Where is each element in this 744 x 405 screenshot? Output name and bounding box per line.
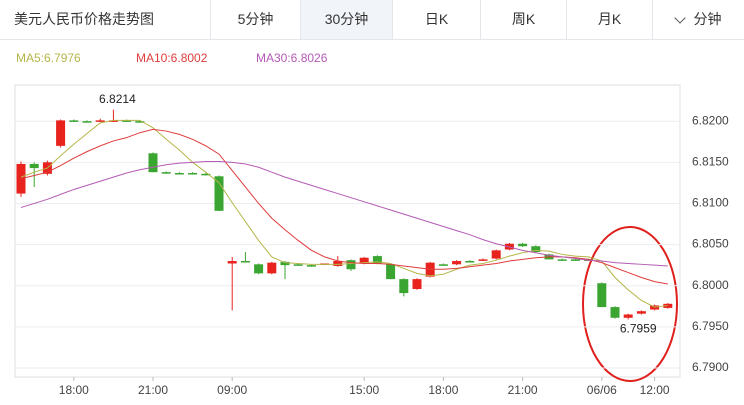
x-tick-label: 18:00 xyxy=(428,383,458,397)
candle-body xyxy=(518,243,528,247)
candle-body xyxy=(372,256,382,264)
candle-body xyxy=(240,261,250,263)
y-tick-label: 6.8050 xyxy=(692,237,729,251)
candle-body xyxy=(95,120,105,122)
candle-body xyxy=(201,173,211,176)
candle-body xyxy=(557,259,567,261)
y-tick-label: 6.7950 xyxy=(692,319,729,333)
candle-body xyxy=(597,283,607,308)
candle-body xyxy=(293,264,303,266)
candle-body xyxy=(636,311,646,314)
candle-body xyxy=(438,264,448,266)
candle-body xyxy=(359,257,369,264)
tab[interactable]: 周K xyxy=(480,0,566,39)
tab[interactable]: 分钟 xyxy=(652,0,744,39)
candle-body xyxy=(56,120,66,146)
candle-body xyxy=(399,279,409,294)
candle-body xyxy=(148,153,158,173)
candle-body xyxy=(69,120,79,122)
x-tick-label: 15:00 xyxy=(349,383,379,397)
candle-body xyxy=(346,260,356,270)
candle-body xyxy=(174,173,184,175)
title: 美元人民币价格走势图 xyxy=(14,11,154,27)
candle-body xyxy=(531,246,541,252)
candle-body xyxy=(29,163,39,169)
ma-line xyxy=(20,160,668,267)
candle-body xyxy=(188,173,198,175)
candle-body xyxy=(478,259,488,261)
y-tick-label: 6.8000 xyxy=(692,278,729,292)
candle-body xyxy=(491,250,501,259)
candle-body xyxy=(135,121,145,123)
y-tick-label: 6.8100 xyxy=(692,196,729,210)
chart: 6.7900 6.7950 6.8000 6.8050 6.8100 6.8150 6.82… xyxy=(14,51,729,397)
legend-label: MA5:6.7976 xyxy=(16,51,81,65)
candle-body xyxy=(227,261,237,264)
candle-body xyxy=(412,279,422,289)
high-annotation: 6.8214 xyxy=(99,92,136,106)
low-annotation: 6.7959 xyxy=(620,322,657,336)
candle-body xyxy=(452,261,462,265)
candle-body xyxy=(610,307,620,318)
x-tick-label: 09:00 xyxy=(217,383,247,397)
ma-line xyxy=(20,128,668,285)
x-tick-label: 18:00 xyxy=(59,383,89,397)
tab[interactable]: 30分钟 xyxy=(300,0,392,39)
plot-frame xyxy=(14,84,681,378)
tab-bar: 美元人民币价格走势图 5分钟 30分钟 日K 周K 月K 分钟 xyxy=(0,0,744,40)
candle-body xyxy=(465,261,475,263)
x-tick-label: 12:00 xyxy=(640,383,670,397)
ma-line xyxy=(20,119,668,308)
candle-body xyxy=(267,262,277,274)
candle-body xyxy=(122,120,132,122)
candle-body xyxy=(386,264,396,280)
y-tick-label: 6.7900 xyxy=(692,360,729,374)
candle-body xyxy=(623,314,633,318)
tab[interactable]: 月K xyxy=(566,0,652,39)
candle-body xyxy=(108,120,118,122)
candle-body xyxy=(214,176,224,211)
tab[interactable]: 日K xyxy=(392,0,480,39)
candle-body xyxy=(161,172,171,174)
candle-body xyxy=(280,261,290,266)
candle-body xyxy=(254,264,264,274)
candle-body xyxy=(333,261,343,266)
y-tick-label: 6.8150 xyxy=(692,154,729,168)
x-tick-label: 21:00 xyxy=(508,383,538,397)
legend-label: MA30:6.8026 xyxy=(256,51,328,65)
candle-body xyxy=(570,259,580,261)
x-tick-label: 06/06 xyxy=(587,383,617,397)
y-tick-label: 6.8200 xyxy=(692,113,729,127)
candle-body xyxy=(306,265,316,267)
tab[interactable]: 5分钟 xyxy=(210,0,300,39)
dropdown-icon xyxy=(673,12,686,24)
highlight-circle xyxy=(582,226,678,382)
candle-body xyxy=(82,121,92,123)
x-tick-label: 21:00 xyxy=(138,383,168,397)
legend-label: MA10:6.8002 xyxy=(136,51,208,65)
